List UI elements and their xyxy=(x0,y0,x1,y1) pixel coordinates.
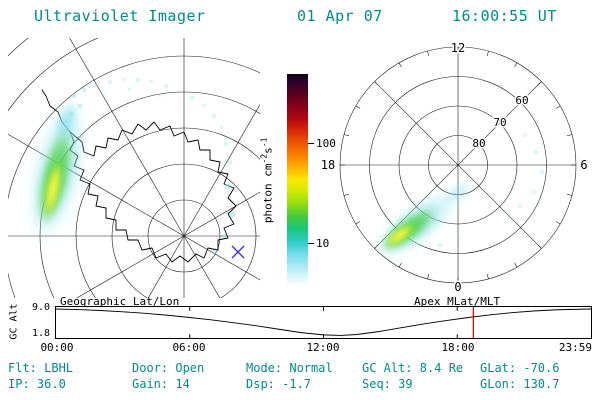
xtick-2359: 23:59 xyxy=(558,341,592,354)
colorbar-unit-label: photon cm-2s-1 xyxy=(259,137,275,224)
xtick-0000: 00:00 xyxy=(40,341,74,354)
spacecraft-footprint-marker xyxy=(231,245,245,259)
status-ip: IP: 36.0 xyxy=(8,377,66,391)
colorbar-tick-100 xyxy=(308,143,314,144)
colorbar-gradient xyxy=(287,74,308,286)
app-title: Ultraviolet Imager xyxy=(34,7,206,25)
apex-caption: Apex MLat/MLT xyxy=(414,295,501,308)
geographic-caption: Geographic Lat/Lon xyxy=(60,295,180,308)
status-mode: Mode: Normal xyxy=(246,361,333,375)
status-gc-alt: GC Alt: 8.4 Re xyxy=(362,361,464,375)
aurora-emission-geo xyxy=(26,78,235,254)
status-flt: Flt: LBHL xyxy=(8,361,74,375)
gc-alt-ymin-label: 1.8 xyxy=(31,328,50,339)
mlt-label-12: 12 xyxy=(451,41,465,55)
mlat-label-60: 60 xyxy=(515,94,528,107)
apex-grid xyxy=(339,46,577,284)
mlt-ticks xyxy=(340,47,576,283)
mlt-label-0: 0 xyxy=(454,280,461,294)
status-dsp: Dsp: -1.7 xyxy=(246,377,312,391)
xtick-0600: 06:00 xyxy=(172,341,206,354)
aurora-speckles-apex xyxy=(438,133,544,247)
status-glat: GLat: -70.6 xyxy=(480,361,560,375)
time-label: 16:00:55 UT xyxy=(452,7,557,25)
gc-alt-curve-svg xyxy=(56,307,591,338)
mlat-label-70: 70 xyxy=(493,116,506,129)
aurora-emission-apex xyxy=(372,133,544,261)
aurora-speckles-geo xyxy=(68,78,235,254)
mlat-label-80: 80 xyxy=(472,137,485,150)
status-readout: Flt: LBHL Door: Open Mode: Normal GC Alt… xyxy=(8,361,594,392)
gc-alt-strip-chart xyxy=(55,306,592,339)
colorbar-tick-label-100: 100 xyxy=(316,137,336,150)
status-door: Door: Open xyxy=(132,361,205,375)
mlt-label-6: 6 xyxy=(580,158,587,172)
geographic-map-panel xyxy=(8,38,260,298)
xtick-1200: 12:00 xyxy=(306,341,340,354)
xtick-1800: 18:00 xyxy=(441,341,475,354)
colorbar-tick-label-10: 10 xyxy=(316,237,330,250)
colorbar-tick-10 xyxy=(308,243,314,244)
date-label: 01 Apr 07 xyxy=(297,7,383,25)
status-seq: Seq: 39 xyxy=(362,377,413,391)
gc-alt-ymax-label: 9.0 xyxy=(31,302,50,313)
apex-polar-panel: 12 18 6 0 60 70 80 xyxy=(319,40,589,296)
mlt-label-18: 18 xyxy=(321,158,335,172)
status-gain: Gain: 14 xyxy=(132,377,190,391)
gc-alt-curve xyxy=(56,308,591,336)
status-glon: GLon: 130.7 xyxy=(480,377,560,391)
